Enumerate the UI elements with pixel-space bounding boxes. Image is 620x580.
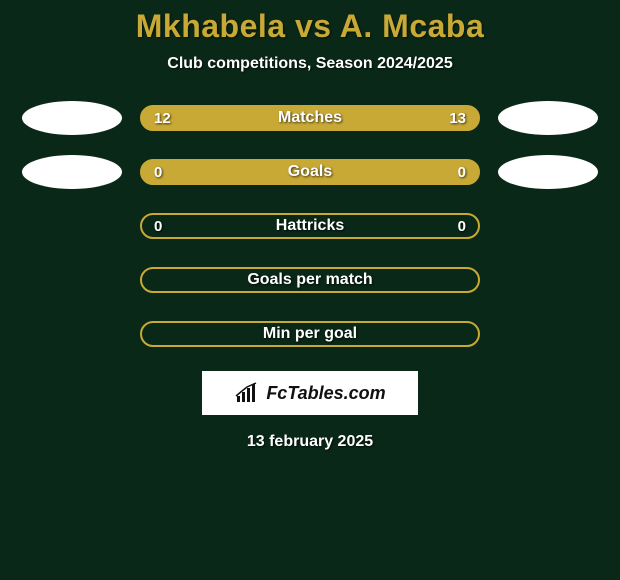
stat-value-right: 0	[446, 164, 466, 181]
stat-label: Hattricks	[276, 217, 344, 235]
team-marker-right	[498, 101, 598, 135]
source-logo: FcTables.com	[202, 371, 418, 415]
spacer	[22, 209, 122, 243]
stat-row: Min per goal	[0, 317, 620, 351]
spacer	[498, 209, 598, 243]
stat-row: 12 Matches 13	[0, 101, 620, 135]
stat-label: Goals	[288, 163, 332, 181]
stat-value-left: 0	[154, 218, 174, 235]
stat-value-left: 0	[154, 164, 174, 181]
team-marker-left	[22, 101, 122, 135]
stat-bar: Goals per match	[140, 267, 480, 293]
stat-label: Matches	[278, 109, 342, 127]
infographic-container: Mkhabela vs A. Mcaba Club competitions, …	[0, 0, 620, 451]
stat-bar: 0 Goals 0	[140, 159, 480, 185]
spacer	[22, 317, 122, 351]
logo-text: FcTables.com	[266, 383, 385, 404]
spacer	[498, 263, 598, 297]
comparison-title: Mkhabela vs A. Mcaba	[0, 8, 620, 45]
team-marker-left	[22, 155, 122, 189]
stat-value-left: 12	[154, 110, 174, 127]
player-left-name: Mkhabela	[136, 8, 286, 44]
stat-value-right: 0	[446, 218, 466, 235]
stat-value-right: 13	[446, 110, 466, 127]
stat-row: 0 Goals 0	[0, 155, 620, 189]
stat-bar: 12 Matches 13	[140, 105, 480, 131]
stats-area: 12 Matches 13 0 Goals 0 0 Hattricks 0 Goals per m…	[0, 101, 620, 351]
spacer	[498, 317, 598, 351]
player-right-name: A. Mcaba	[340, 8, 484, 44]
snapshot-date: 13 february 2025	[0, 433, 620, 451]
stat-row: 0 Hattricks 0	[0, 209, 620, 243]
stat-row: Goals per match	[0, 263, 620, 297]
bar-chart-icon	[234, 382, 262, 404]
spacer	[22, 263, 122, 297]
stat-label: Goals per match	[247, 271, 372, 289]
stat-bar: 0 Hattricks 0	[140, 213, 480, 239]
season-subtitle: Club competitions, Season 2024/2025	[0, 55, 620, 73]
team-marker-right	[498, 155, 598, 189]
vs-separator: vs	[295, 8, 332, 44]
stat-label: Min per goal	[263, 325, 357, 343]
stat-bar: Min per goal	[140, 321, 480, 347]
